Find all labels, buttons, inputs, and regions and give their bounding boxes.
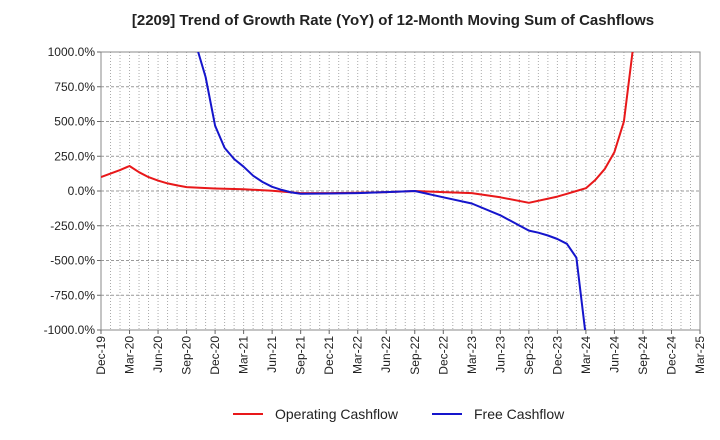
x-tick-label: Sep-21 <box>294 336 308 375</box>
x-tick-label: Mar-20 <box>123 336 137 374</box>
x-tick-label: Dec-24 <box>664 336 678 375</box>
series-line-free-cashflow <box>197 52 587 330</box>
x-tick-label: Mar-21 <box>237 336 251 374</box>
x-tick-label: Mar-23 <box>465 336 479 374</box>
y-tick-label: -500.0% <box>50 254 95 268</box>
y-tick-label: 1000.0% <box>48 45 96 59</box>
legend-label-operating-cashflow: Operating Cashflow <box>275 406 399 422</box>
legend-label-free-cashflow: Free Cashflow <box>474 406 565 422</box>
x-tick-label: Jun-21 <box>265 336 279 373</box>
y-tick-label: 500.0% <box>54 115 95 129</box>
y-tick-label: -250.0% <box>50 219 95 233</box>
x-tick-label: Sep-20 <box>180 336 194 375</box>
y-tick-label: 250.0% <box>54 149 95 163</box>
x-tick-label: Jun-22 <box>379 336 393 373</box>
x-tick-label: Sep-22 <box>408 336 422 375</box>
y-tick-label: -1000.0% <box>44 323 96 337</box>
x-tick-label: Dec-19 <box>94 336 108 375</box>
x-tick-label: Dec-23 <box>550 336 564 375</box>
x-tick-label: Mar-25 <box>693 336 707 374</box>
x-tick-label: Dec-20 <box>208 336 222 375</box>
x-tick-label: Jun-23 <box>493 336 507 373</box>
x-tick-label: Dec-22 <box>436 336 450 375</box>
x-tick-label: Jun-20 <box>151 336 165 373</box>
y-tick-label: 0.0% <box>68 184 96 198</box>
series-line-operating-cashflow <box>101 52 634 204</box>
x-tick-label: Mar-22 <box>351 336 365 374</box>
x-tick-label: Mar-24 <box>579 336 593 374</box>
x-tick-label: Sep-24 <box>636 336 650 375</box>
chart-title: [2209] Trend of Growth Rate (YoY) of 12-… <box>132 12 654 29</box>
x-tick-label: Dec-21 <box>322 336 336 375</box>
plot-area: 1000.0% 750.0% 500.0% 250.0% 0.0% -250.0% -500… <box>44 45 707 375</box>
y-tick-label: 750.0% <box>54 80 95 94</box>
x-tick-label: Jun-24 <box>607 336 621 373</box>
y-tick-label: -750.0% <box>50 288 95 302</box>
legend: Operating Cashflow Free Cashflow <box>233 406 565 422</box>
x-tick-label: Sep-23 <box>522 336 536 375</box>
plot-border <box>100 51 701 331</box>
